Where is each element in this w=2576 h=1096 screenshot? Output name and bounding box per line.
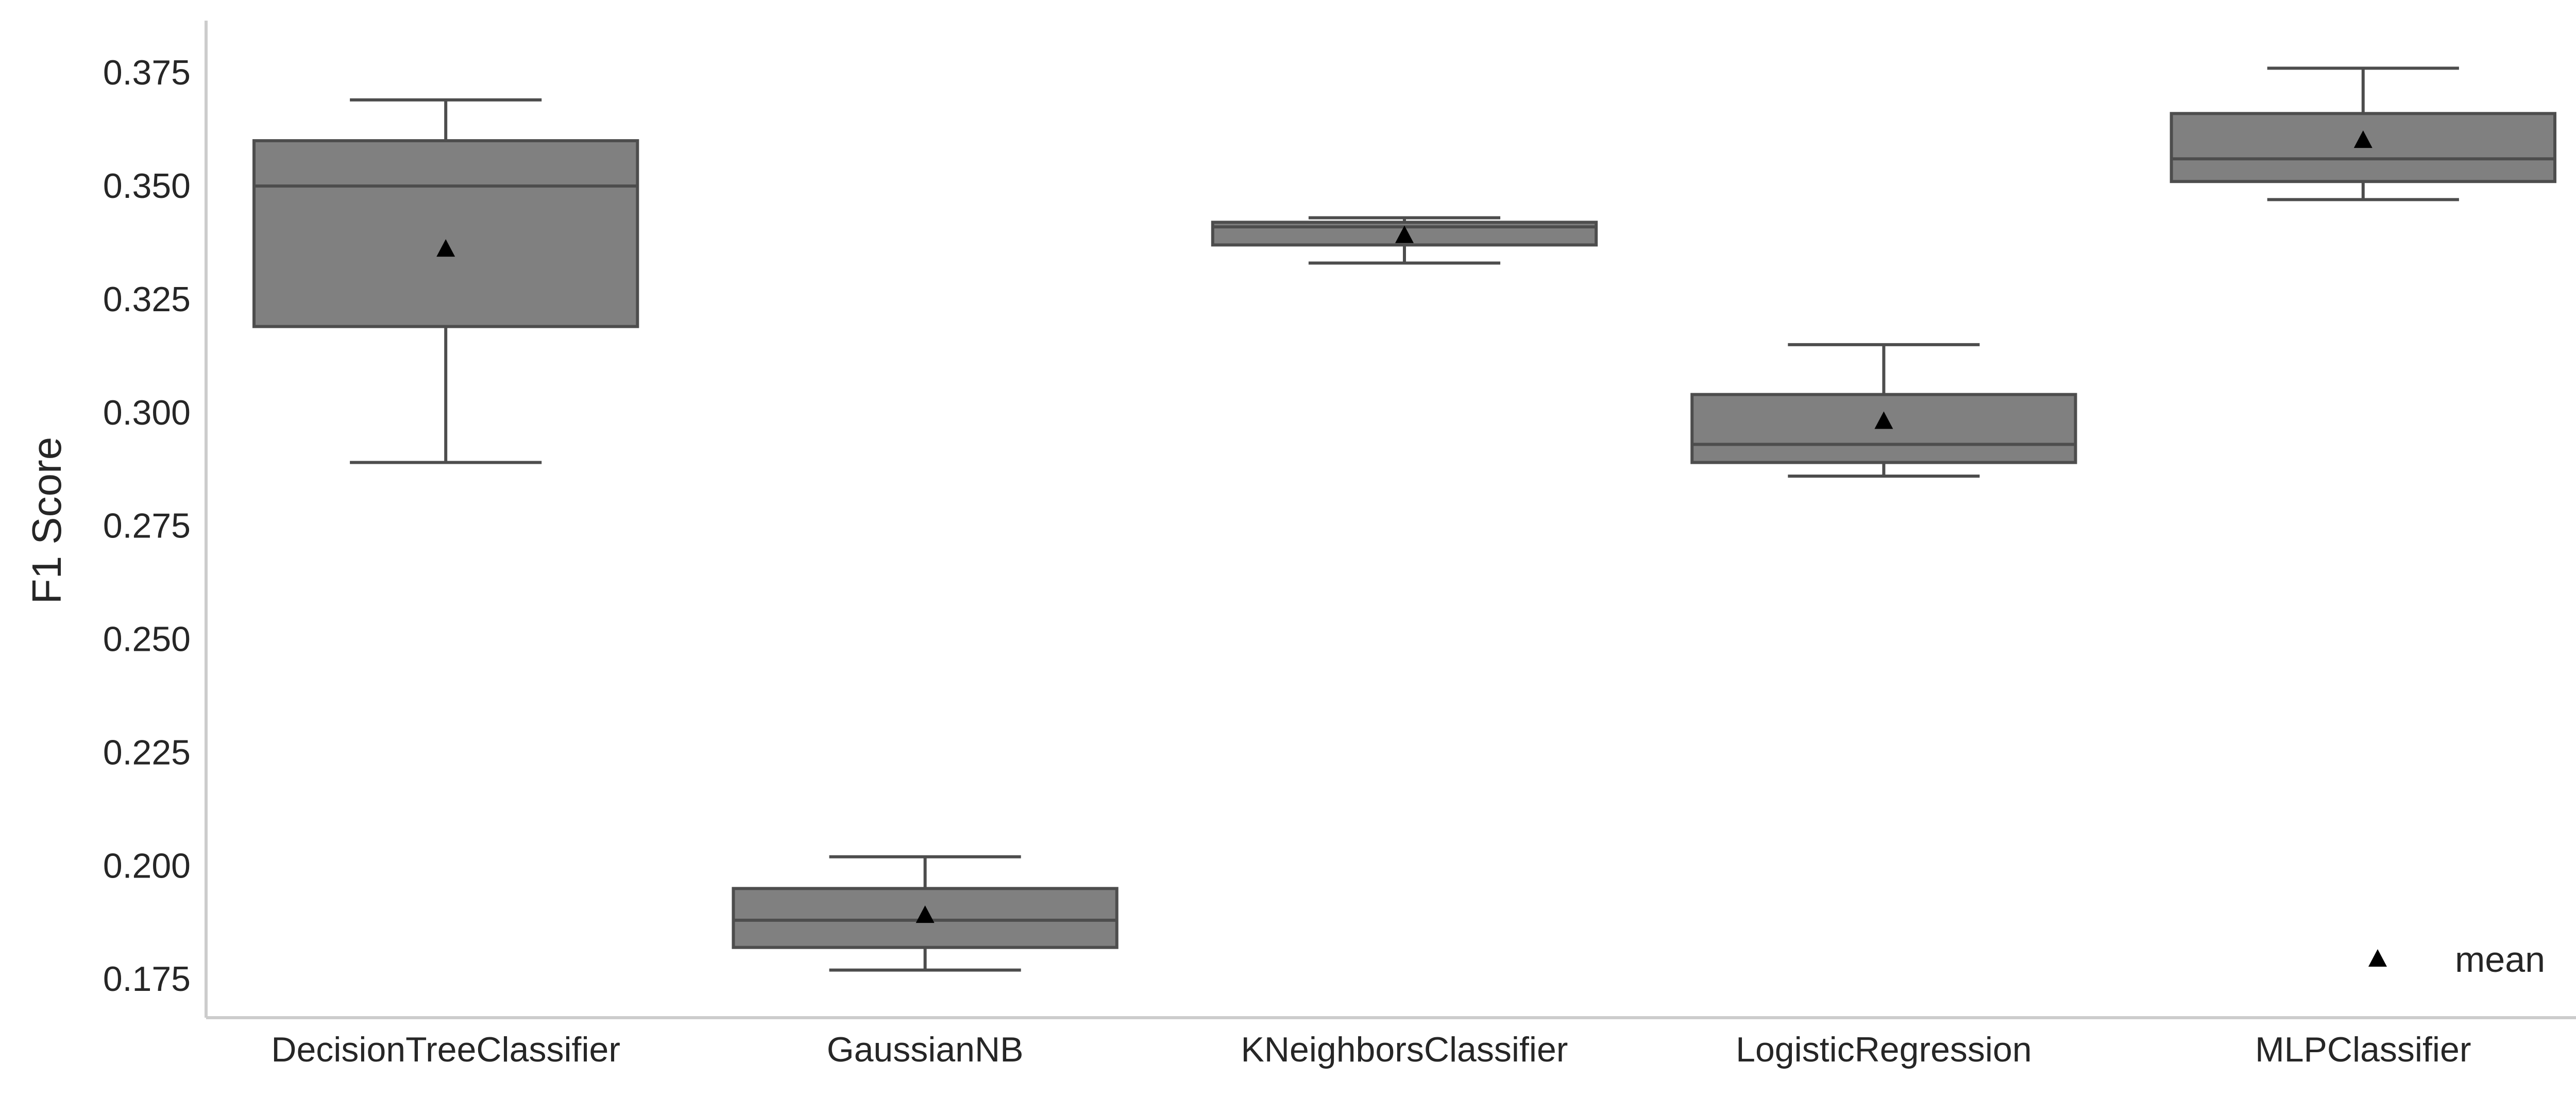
- y-tick-label: 0.325: [103, 280, 191, 319]
- legend-label-mean: mean: [2455, 939, 2545, 980]
- y-tick-label: 0.275: [103, 507, 191, 546]
- mean-marker: [2353, 130, 2372, 148]
- x-tick-label: GaussianNB: [827, 1030, 1024, 1069]
- boxes-layer: [252, 66, 2556, 972]
- box-group: [2170, 66, 2556, 201]
- mean-marker: [1874, 411, 1893, 429]
- box-group: [1211, 216, 1598, 265]
- y-tick-label: 0.300: [103, 393, 191, 432]
- mean-marker: [436, 239, 455, 257]
- y-tick-label: 0.225: [103, 733, 191, 772]
- axes: 0.175 0.200 0.225 0.250 0.275 0.300 0.325 0.350…: [103, 21, 2576, 1069]
- y-tick-label: 0.200: [103, 846, 191, 885]
- box-group: [732, 855, 1118, 972]
- x-tick-label: LogisticRegression: [1736, 1030, 2032, 1069]
- box-group: [1690, 343, 2077, 478]
- mean-marker: [916, 905, 935, 923]
- y-axis-title: F1 Score: [24, 437, 70, 604]
- legend: mean: [2368, 939, 2545, 980]
- box-group: [252, 98, 639, 464]
- mean-marker: [1395, 225, 1414, 243]
- legend-mean-marker-icon: [2368, 949, 2387, 967]
- y-tick-label: 0.250: [103, 620, 191, 659]
- x-tick-label: MLPClassifier: [2255, 1030, 2471, 1069]
- y-tick-label: 0.375: [103, 53, 191, 92]
- box-iqr: [252, 139, 639, 328]
- x-tick-label: KNeighborsClassifier: [1241, 1030, 1568, 1069]
- y-tick-label: 0.175: [103, 959, 191, 999]
- y-tick-label: 0.350: [103, 166, 191, 206]
- x-tick-label: DecisionTreeClassifier: [271, 1030, 620, 1069]
